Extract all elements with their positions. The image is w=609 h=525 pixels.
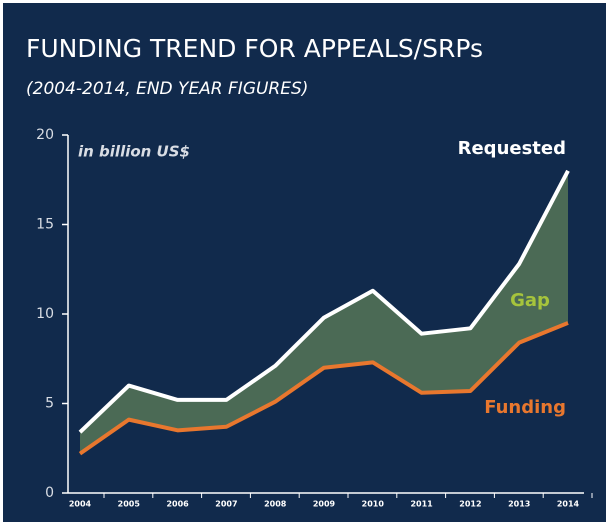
y-tick-label: 0 bbox=[45, 485, 54, 501]
y-tick-label: 5 bbox=[45, 396, 54, 412]
x-tick-label: 2010 bbox=[362, 500, 385, 509]
x-tick-label: 2004 bbox=[69, 500, 92, 509]
series-line bbox=[78, 169, 570, 434]
chart-title: FUNDING TREND FOR APPEALS/SRPs bbox=[26, 34, 483, 63]
x-tick-label: 2009 bbox=[313, 500, 336, 509]
x-tick-label: 2012 bbox=[459, 500, 481, 509]
series-label: Funding bbox=[484, 397, 566, 418]
y-tick-label: 20 bbox=[36, 127, 54, 143]
x-tick-label: 2013 bbox=[508, 500, 530, 509]
chart-subtitle: (2004-2014, END YEAR FIGURES) bbox=[26, 79, 308, 99]
x-tick-label: 2011 bbox=[410, 500, 433, 509]
y-tick-label: 15 bbox=[36, 217, 54, 233]
gap-area bbox=[80, 170, 568, 454]
x-tick-label: 2005 bbox=[118, 500, 141, 509]
series-line bbox=[78, 321, 569, 456]
x-tick-label: 2006 bbox=[166, 500, 189, 509]
x-tick-label: 2014 bbox=[557, 500, 580, 509]
y-axis-label: in billion US$ bbox=[78, 143, 190, 161]
gap-label: Gap bbox=[510, 290, 550, 311]
x-tick-label: 2007 bbox=[215, 500, 237, 509]
x-tick-label: 2008 bbox=[264, 500, 287, 509]
y-tick-label: 10 bbox=[36, 306, 54, 322]
series-label: Requested bbox=[458, 138, 566, 159]
